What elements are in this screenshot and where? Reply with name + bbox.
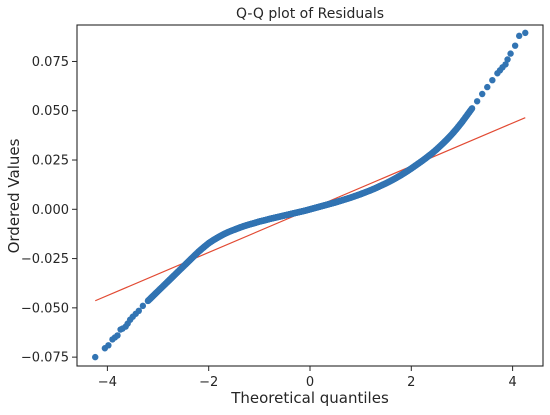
y-tick-label: −0.025	[21, 252, 69, 267]
y-tick-label: 0.025	[32, 154, 69, 169]
data-point	[473, 98, 481, 105]
data-point	[468, 105, 476, 112]
data-point	[504, 56, 511, 63]
chart-title: Q-Q plot of Residuals	[236, 6, 384, 22]
data-point	[522, 29, 529, 37]
x-axis-label: Theoretical quantiles	[230, 389, 389, 407]
y-axis-label: Ordered Values	[5, 138, 23, 253]
x-tick-label: −2	[199, 375, 218, 390]
data-point	[484, 83, 491, 91]
data-point	[105, 342, 112, 349]
data-point	[507, 50, 514, 57]
data-point	[515, 32, 523, 40]
x-tick-label: 2	[407, 375, 415, 390]
plot-frame	[76, 24, 544, 367]
data-point	[139, 302, 147, 310]
data-point	[479, 90, 486, 98]
x-tick-label: 4	[508, 375, 516, 390]
points-layer	[92, 29, 529, 361]
y-tick-label: −0.075	[21, 351, 69, 366]
data-point	[114, 332, 121, 339]
axes-layer: −4 −2 0 2 4 −0.075 −0.050 −0.025 0.000 0.025 0.050…	[21, 55, 517, 390]
y-tick-label: 0.050	[32, 104, 69, 119]
data-point	[135, 307, 142, 315]
y-tick-label: 0.075	[32, 55, 69, 70]
data-point	[92, 353, 99, 361]
x-tick-label: 0	[306, 375, 314, 390]
x-tick-label: −4	[98, 375, 117, 390]
data-point	[502, 61, 509, 68]
data-point	[489, 76, 496, 84]
y-tick-label: −0.050	[21, 301, 69, 316]
frame-layer	[76, 24, 544, 367]
y-tick-label: 0.000	[32, 203, 69, 218]
data-point	[511, 42, 519, 49]
